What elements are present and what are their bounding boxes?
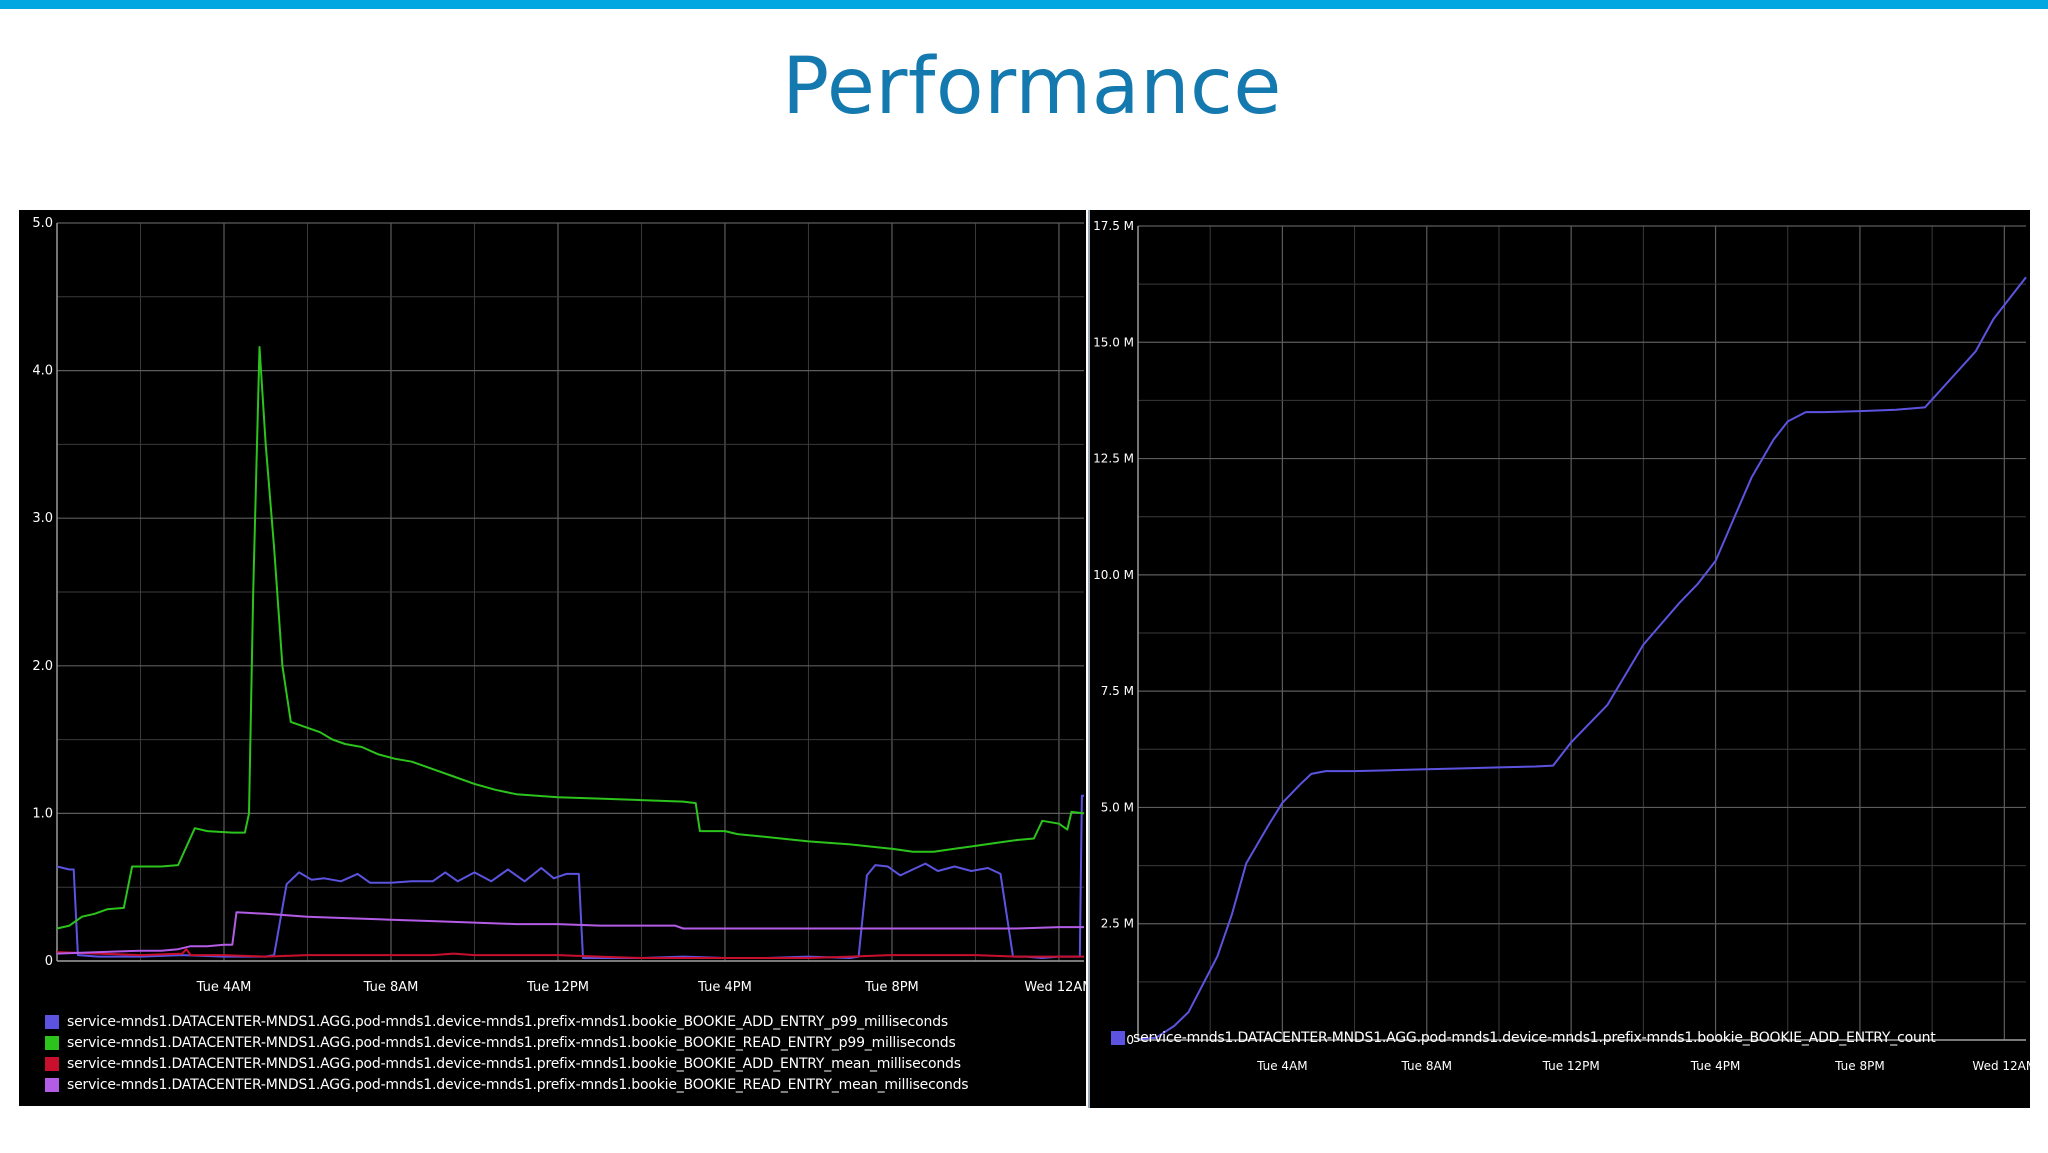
x-tick-label: Wed 12AM bbox=[1024, 980, 1086, 995]
latency-chart-legend: service-mnds1.DATACENTER-MNDS1.AGG.pod-m… bbox=[45, 1012, 969, 1096]
y-tick-label: 2.5 M bbox=[1101, 917, 1134, 931]
x-tick-label: Tue 8AM bbox=[363, 980, 419, 995]
legend-swatch bbox=[45, 1036, 59, 1050]
legend-label: service-mnds1.DATACENTER-MNDS1.AGG.pod-m… bbox=[67, 1077, 969, 1093]
y-tick-label: 10.0 M bbox=[1093, 568, 1134, 582]
x-tick-label: Tue 12PM bbox=[526, 980, 589, 995]
series-line-1 bbox=[1137, 276, 2027, 1041]
y-tick-label: 15.0 M bbox=[1093, 335, 1134, 349]
series-line-1 bbox=[56, 794, 1084, 959]
y-tick-label: 5.0 bbox=[32, 216, 53, 231]
x-tick-label: Tue 8PM bbox=[1834, 1059, 1885, 1073]
legend-label: service-mnds1.DATACENTER-MNDS1.AGG.pod-m… bbox=[67, 1056, 961, 1072]
legend-item-read-entry-p99: service-mnds1.DATACENTER-MNDS1.AGG.pod-m… bbox=[45, 1033, 968, 1054]
y-tick-label: 4.0 bbox=[32, 364, 53, 379]
x-tick-label: Wed 12AM bbox=[1972, 1059, 2030, 1073]
x-tick-label: Tue 8AM bbox=[1401, 1059, 1453, 1073]
x-tick-label: Tue 4AM bbox=[196, 980, 252, 995]
legend-label: service-mnds1.DATACENTER-MNDS1.AGG.pod-m… bbox=[67, 1014, 948, 1030]
x-tick-label: Tue 4PM bbox=[1690, 1059, 1741, 1073]
y-tick-label: 5.0 M bbox=[1101, 800, 1134, 814]
y-tick-label: 2.0 bbox=[32, 659, 53, 674]
y-tick-label: 0 bbox=[1126, 1033, 1134, 1047]
y-tick-label: 7.5 M bbox=[1101, 684, 1134, 698]
x-tick-label: Tue 12PM bbox=[1542, 1059, 1600, 1073]
count-chart: Tue 4AM Tue 8AM Tue 12PM Tue 4PM Tue 8PM Wed … bbox=[1093, 219, 2030, 1073]
y-tick-label: 12.5 M bbox=[1093, 452, 1134, 466]
series-line-3 bbox=[56, 948, 1084, 959]
legend-item-add-entry-count: service-mnds1.DATACENTER-MNDS1.AGG.pod-m… bbox=[1111, 1028, 1936, 1049]
latency-chart-panel: Tue 4AM Tue 8AM Tue 12PM Tue 4PM Tue 8PM Wed … bbox=[19, 210, 1086, 1106]
y-tick-label: 3.0 bbox=[32, 511, 53, 526]
x-tick-label: Tue 4PM bbox=[697, 980, 752, 995]
x-tick-label: Tue 8PM bbox=[864, 980, 919, 995]
series-line-2 bbox=[56, 346, 1085, 930]
legend-item-read-entry-mean: service-mnds1.DATACENTER-MNDS1.AGG.pod-m… bbox=[45, 1075, 969, 1096]
legend-item-add-entry-p99: service-mnds1.DATACENTER-MNDS1.AGG.pod-m… bbox=[45, 1012, 968, 1033]
legend-swatch bbox=[1111, 1031, 1125, 1045]
legend-swatch bbox=[45, 1078, 59, 1092]
legend-label: service-mnds1.DATACENTER-MNDS1.AGG.pod-m… bbox=[1133, 1030, 1936, 1046]
series-line-4 bbox=[56, 911, 1084, 955]
count-chart-legend: service-mnds1.DATACENTER-MNDS1.AGG.pod-m… bbox=[1111, 1028, 1936, 1049]
latency-chart: Tue 4AM Tue 8AM Tue 12PM Tue 4PM Tue 8PM Wed … bbox=[32, 216, 1086, 995]
count-chart-panel: Tue 4AM Tue 8AM Tue 12PM Tue 4PM Tue 8PM Wed … bbox=[1088, 210, 2030, 1108]
slide-title: Performance bbox=[782, 42, 1282, 132]
legend-item-add-entry-mean: service-mnds1.DATACENTER-MNDS1.AGG.pod-m… bbox=[45, 1054, 968, 1075]
y-tick-label: 0 bbox=[45, 954, 53, 969]
legend-label: service-mnds1.DATACENTER-MNDS1.AGG.pod-m… bbox=[67, 1035, 956, 1051]
legend-swatch bbox=[45, 1057, 59, 1071]
y-tick-label: 1.0 bbox=[32, 806, 53, 821]
legend-swatch bbox=[45, 1015, 59, 1029]
top-accent-bar bbox=[0, 0, 2048, 9]
y-tick-label: 17.5 M bbox=[1093, 219, 1134, 233]
x-tick-label: Tue 4AM bbox=[1256, 1059, 1308, 1073]
